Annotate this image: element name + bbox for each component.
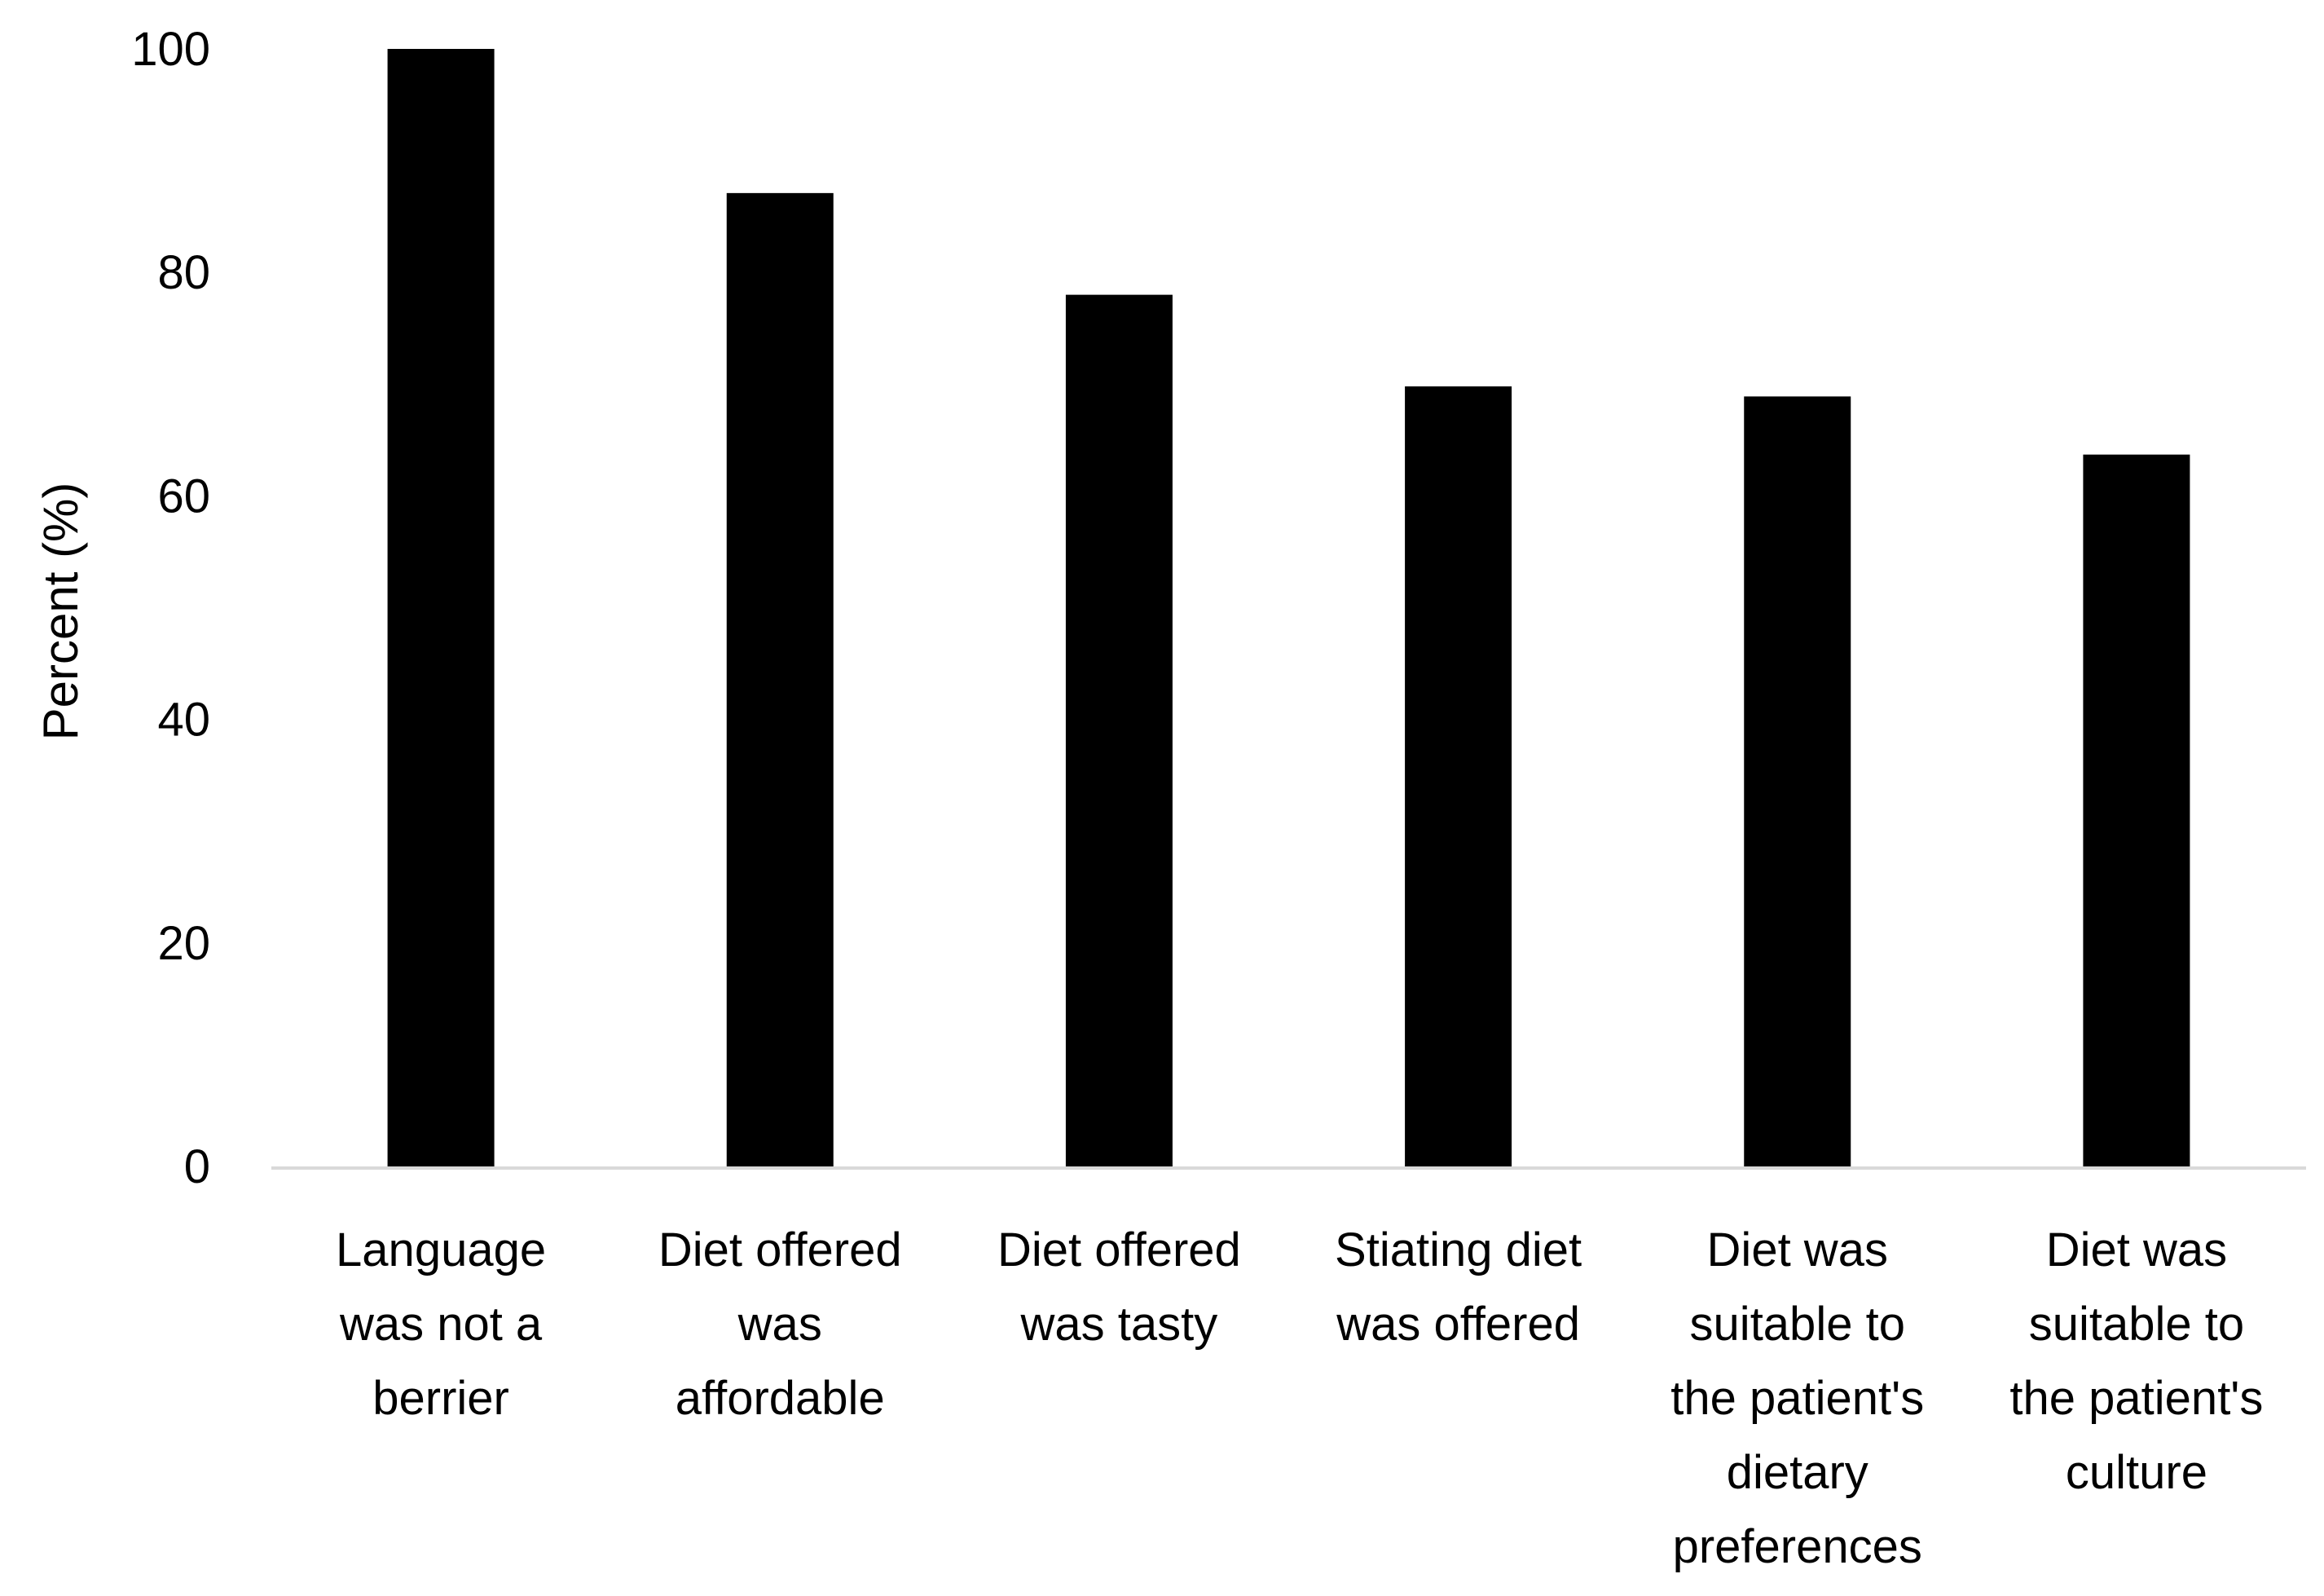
- x-tick-label: Language: [336, 1223, 546, 1276]
- x-tick-label: Diet offered: [658, 1223, 902, 1276]
- x-tick-label: Stiating diet: [1335, 1223, 1582, 1276]
- x-tick-label: berrier: [372, 1372, 509, 1425]
- y-tick-label: 60: [157, 470, 210, 522]
- bar: [1744, 396, 1851, 1167]
- x-tick-label: Diet was: [2046, 1223, 2227, 1276]
- y-tick-label: 80: [157, 246, 210, 299]
- bar: [1405, 386, 1512, 1166]
- x-tick-label: the patient's: [1670, 1372, 1924, 1425]
- x-tick-label: suitable to: [2029, 1298, 2244, 1351]
- x-tick-label: culture: [2066, 1446, 2207, 1499]
- x-tick-label: preferences: [1673, 1520, 1922, 1573]
- bar: [726, 192, 834, 1166]
- x-tick-label: Diet offered: [997, 1223, 1241, 1276]
- x-tick-label: the patient's: [2009, 1372, 2263, 1425]
- x-tick-label: suitable to: [1690, 1298, 1905, 1351]
- y-tick-label: 40: [157, 694, 210, 747]
- x-tick-label: was: [737, 1298, 822, 1351]
- x-tick-label: Diet was: [1707, 1223, 1888, 1276]
- bar: [387, 49, 495, 1166]
- x-tick-label: was tasty: [1020, 1298, 1218, 1351]
- bar: [2083, 454, 2190, 1166]
- bar: [1065, 294, 1173, 1166]
- y-tick-label: 20: [157, 917, 210, 970]
- y-tick-label: 0: [184, 1140, 210, 1193]
- x-tick-label: affordable: [676, 1372, 885, 1425]
- y-tick-label: 100: [131, 23, 210, 76]
- x-tick-label: was not a: [339, 1298, 543, 1351]
- y-axis-label: Percent (%): [33, 483, 88, 741]
- x-tick-label: was offered: [1336, 1298, 1580, 1351]
- x-tick-label: dietary: [1727, 1446, 1868, 1499]
